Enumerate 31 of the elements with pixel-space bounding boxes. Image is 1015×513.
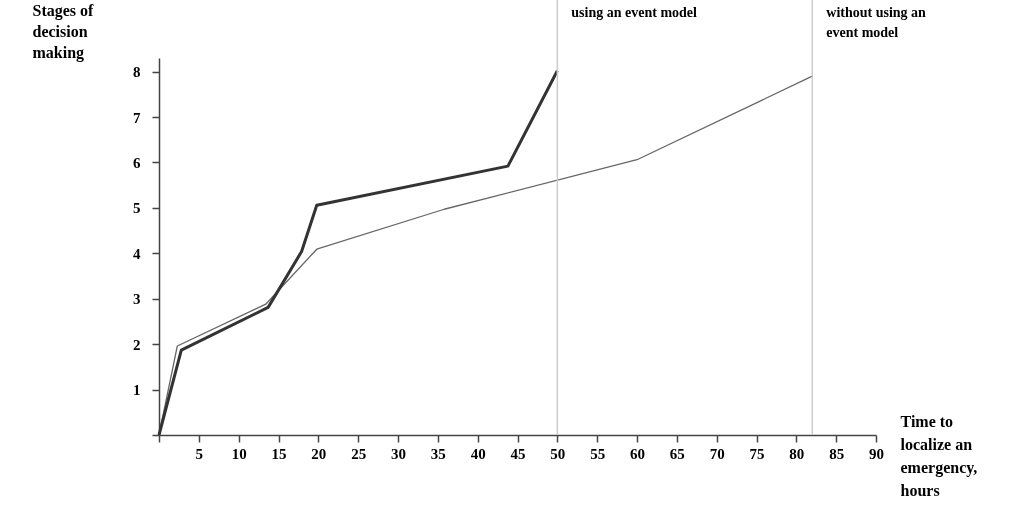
x-tick-label: 40	[470, 445, 486, 462]
ref-line-label: without using an event model	[826, 5, 927, 40]
x-tick-label: 30	[391, 445, 406, 462]
ref-line-label: using an event model	[571, 5, 698, 20]
line-series	[157, 69, 559, 437]
x-axis-title: Time to localize an emergency, hours	[900, 412, 978, 499]
y-tick-label: 3	[133, 291, 141, 308]
x-tick-label: 60	[630, 445, 645, 462]
x-tick-label: 85	[829, 445, 845, 462]
x-tick-label: 70	[709, 445, 725, 462]
y-tick-label: 6	[133, 154, 141, 171]
x-tick-label: 5	[195, 445, 204, 462]
y-tick-label: 8	[133, 64, 141, 81]
x-tick-label: 50	[550, 445, 566, 462]
y-tick-label: 2	[133, 336, 141, 353]
x-tick-label: 65	[669, 445, 685, 462]
y-tick-label: 5	[133, 200, 141, 217]
x-tick-label: 15	[271, 445, 287, 462]
x-tick-label: 10	[231, 445, 247, 462]
x-tick-label: 80	[789, 445, 805, 462]
x-tick-label: 75	[749, 445, 765, 462]
y-tick-label: 7	[133, 109, 141, 126]
x-tick-label: 90	[869, 445, 884, 462]
x-tick-label: 20	[311, 445, 327, 462]
x-tick-label: 55	[590, 445, 606, 462]
y-axis-title: Stages of decision making	[32, 1, 95, 62]
y-tick-label: 1	[133, 382, 141, 399]
x-tick-label: 35	[430, 445, 446, 462]
x-tick-label: 45	[510, 445, 526, 462]
x-tick-label: 25	[351, 445, 367, 462]
y-tick-label: 4	[133, 245, 141, 262]
